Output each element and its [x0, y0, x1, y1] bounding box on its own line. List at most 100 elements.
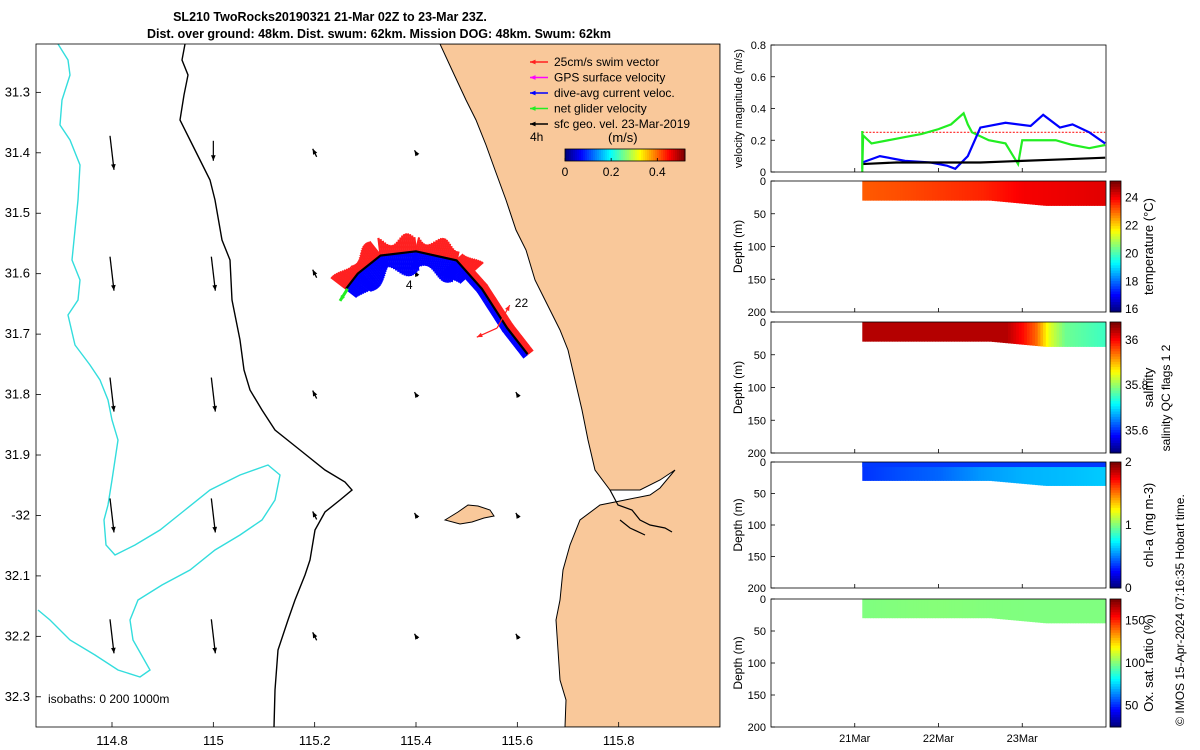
- panel-colorbar-tick-label: 35.8: [1125, 378, 1149, 392]
- map-y-tick-label: 32.3: [5, 689, 30, 704]
- land-mass: [439, 44, 720, 727]
- panel-colorbar-cell: [1110, 517, 1121, 521]
- profile-cell: [948, 322, 952, 342]
- current-vector: [365, 265, 383, 286]
- colorbar-cell: [643, 149, 646, 161]
- profile-cell: [878, 599, 882, 619]
- panel-colorbar-cell: [1110, 293, 1121, 297]
- current-vector: [421, 253, 427, 267]
- profile-cell: [1091, 181, 1095, 206]
- panel-colorbar-cell: [1110, 340, 1121, 344]
- colorbar-cell: [565, 149, 568, 161]
- colorbar-cell: [627, 149, 630, 161]
- current-vector: [351, 280, 367, 294]
- swim-vector: [338, 270, 353, 283]
- profile-cell: [921, 181, 925, 201]
- panel-colorbar-tick-label: 100: [1125, 656, 1145, 670]
- profile-cell: [894, 181, 898, 201]
- current-vector: [431, 255, 437, 270]
- profile-cell: [1008, 322, 1012, 344]
- profile-cell: [1037, 322, 1041, 347]
- geo-arrow-head: [312, 632, 318, 639]
- profile-cell: [1002, 181, 1006, 202]
- panel-colorbar-cell: [1110, 283, 1121, 287]
- panel-colorbar-cell: [1110, 494, 1121, 498]
- swim-vector: [335, 272, 351, 286]
- geo-arrow-head: [414, 633, 420, 640]
- colorbar-cell: [645, 149, 648, 161]
- qc-label: salinity QC flags 1 2: [1159, 344, 1173, 451]
- profile-cell: [964, 599, 969, 619]
- panel-colorbar-cell: [1110, 611, 1121, 615]
- swim-vector: [341, 270, 354, 281]
- profile-cell: [999, 462, 1004, 482]
- panel-y-tick-label: 0: [760, 457, 766, 469]
- profile-cell: [886, 181, 890, 201]
- panel-colorbar-cell: [1110, 678, 1121, 682]
- profile-cell: [989, 462, 997, 468]
- panel-colorbar-cell: [1110, 400, 1121, 404]
- profile-cell: [1097, 462, 1101, 486]
- profile-cell: [870, 462, 874, 481]
- panel-colorbar-cell: [1110, 228, 1121, 232]
- panel-colorbar-cell: [1110, 530, 1121, 534]
- panel-colorbar-cell: [1110, 632, 1121, 636]
- profile-cell: [889, 462, 893, 481]
- panel-y-tick-label: 200: [748, 722, 766, 734]
- profile-cell: [1064, 181, 1068, 206]
- profile-cell: [900, 322, 904, 342]
- geo-arrow: [210, 498, 216, 533]
- swim-vector: [379, 239, 384, 256]
- panel-colorbar-cell: [1110, 703, 1121, 708]
- profile-cell: [1094, 462, 1098, 486]
- profile-cell: [1032, 181, 1036, 205]
- map-y-tick-label: 31.9: [5, 447, 30, 462]
- colorbar-cell: [655, 149, 658, 161]
- swim-vector: [473, 274, 481, 282]
- profile-cell: [1045, 599, 1050, 624]
- panel-colorbar-cell: [1110, 204, 1121, 208]
- panel-colorbar-cell: [1110, 426, 1121, 430]
- current-vector: [410, 251, 416, 275]
- colorbar-cell: [683, 149, 686, 161]
- panel-colorbar-cell: [1110, 445, 1121, 449]
- panel-colorbar-cell: [1110, 660, 1121, 664]
- profile-cell: [932, 181, 936, 201]
- isobath-label: isobaths: 0 200 1000m: [48, 692, 169, 706]
- current-vector: [450, 260, 458, 283]
- panel-colorbar-cell: [1110, 387, 1121, 391]
- geo-arrow-head: [111, 647, 116, 654]
- profile-cell: [1091, 462, 1095, 486]
- profile-cell: [905, 322, 909, 342]
- colorbar-cell: [587, 149, 590, 161]
- profile-cell: [1078, 599, 1082, 624]
- profile-cell: [894, 462, 898, 481]
- profile-cell: [892, 462, 900, 468]
- colorbar-cell: [617, 149, 620, 161]
- panel-colorbar-cell: [1110, 716, 1121, 720]
- profile-cell: [956, 462, 961, 481]
- profile-cell: [983, 599, 988, 619]
- profile-cell: [1080, 599, 1085, 624]
- swim-vector: [333, 273, 350, 287]
- colorbar-cell: [573, 149, 576, 161]
- geo-arrow-head: [312, 390, 318, 397]
- panel-colorbar-cell: [1110, 585, 1121, 589]
- profile-cell: [1102, 462, 1106, 486]
- profile-cell: [1005, 322, 1009, 344]
- panel-y-tick-label: 100: [748, 242, 766, 254]
- panel-y-tick-label: 150: [748, 690, 766, 702]
- panel-frame: [770, 44, 1107, 173]
- profile-cell: [918, 181, 923, 201]
- profile-cell: [873, 322, 877, 342]
- island: [443, 504, 495, 525]
- profile-cell: [894, 599, 898, 619]
- panel-y-tick-label: 0.6: [751, 72, 766, 84]
- swim-vector: [478, 280, 486, 287]
- current-vector: [408, 251, 414, 276]
- colorbar-cell: [651, 149, 654, 161]
- profile-cell: [951, 322, 955, 342]
- map-panel: 422 114.8 115 115.2 115.4 115.6 115.8 31.331.…: [5, 43, 721, 748]
- profile-cell: [1026, 181, 1031, 205]
- map-y-tick-label: 32.1: [5, 568, 30, 583]
